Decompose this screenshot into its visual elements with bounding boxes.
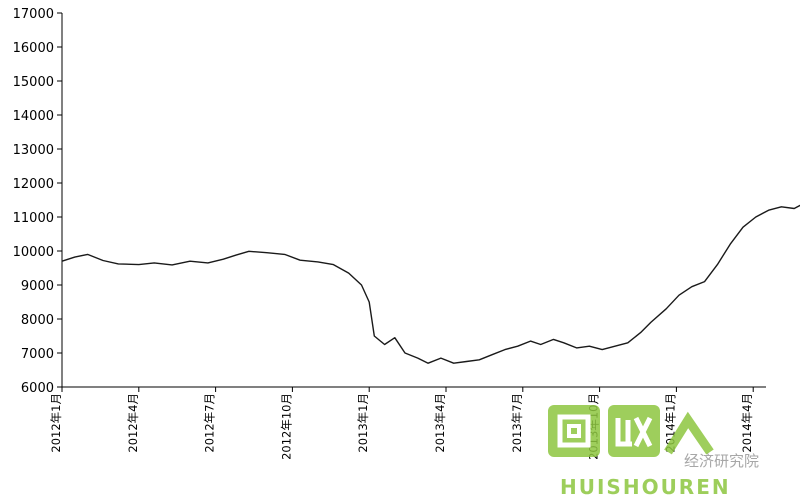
y-tick-label: 6000 <box>21 381 54 396</box>
x-tick-label: 2013年4月 <box>433 393 447 453</box>
price-series-line <box>61 204 800 364</box>
x-tick-label: 2012年1月 <box>49 393 63 453</box>
data-lines <box>61 204 800 364</box>
watermark-logo: 经济研究院 HUISHOUREN <box>548 405 759 499</box>
watermark-side-text: 经济研究院 <box>684 452 759 470</box>
y-tick-label: 15000 <box>13 75 54 90</box>
x-tick-label: 2012年7月 <box>203 393 217 453</box>
y-tick-label: 11000 <box>13 211 54 226</box>
x-tick-label: 2013年7月 <box>510 393 524 453</box>
y-tick-label: 14000 <box>13 109 54 124</box>
x-tick-label: 2012年10月 <box>279 393 293 460</box>
y-tick-label: 7000 <box>21 347 54 362</box>
y-tick-label: 16000 <box>13 41 54 56</box>
watermark-brand-text: HUISHOUREN <box>560 475 731 499</box>
y-tick-label: 17000 <box>13 7 54 22</box>
y-tick-label: 12000 <box>13 177 54 192</box>
y-tick-label: 10000 <box>13 245 54 260</box>
x-tick-label: 2013年1月 <box>356 393 370 453</box>
y-tick-label: 9000 <box>21 279 54 294</box>
x-tick-label: 2012年4月 <box>126 393 140 453</box>
y-axis: 6000 7000 8000 9000 10000 11000 12000 13000 1400… <box>13 7 63 396</box>
x-tick-label: 2014年4月 <box>740 393 754 453</box>
x-axis: 2012年1月 2012年4月 2012年7月 2012年10月 2013年1月 2013… <box>49 386 766 460</box>
y-tick-label: 8000 <box>21 313 54 328</box>
y-tick-label: 13000 <box>13 143 54 158</box>
